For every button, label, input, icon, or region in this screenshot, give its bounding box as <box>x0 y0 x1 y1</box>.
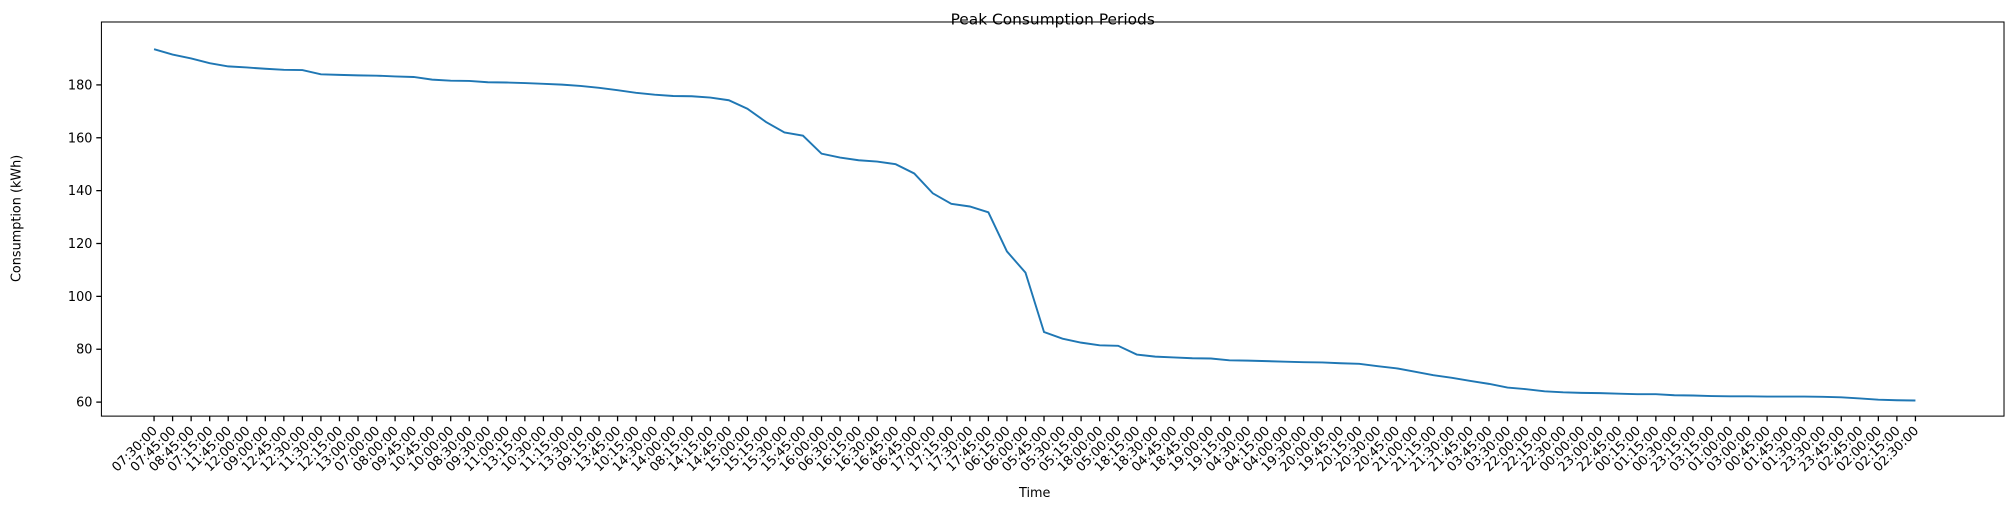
chart-title: Peak Consumption Periods <box>951 11 1155 29</box>
y-tick-label: 180 <box>68 78 92 93</box>
plot-frame <box>100 21 2005 417</box>
y-tick-label: 160 <box>68 131 92 146</box>
y-tick-label: 100 <box>68 290 92 305</box>
y-tick-label: 60 <box>76 396 92 411</box>
x-axis-label: Time <box>1018 486 1051 501</box>
y-tick-label: 140 <box>68 184 92 199</box>
y-tick-label: 80 <box>76 343 92 358</box>
y-axis-label: Consumption (kWh) <box>10 155 25 282</box>
data-line <box>153 48 1916 402</box>
y-tick-label: 120 <box>68 237 92 252</box>
